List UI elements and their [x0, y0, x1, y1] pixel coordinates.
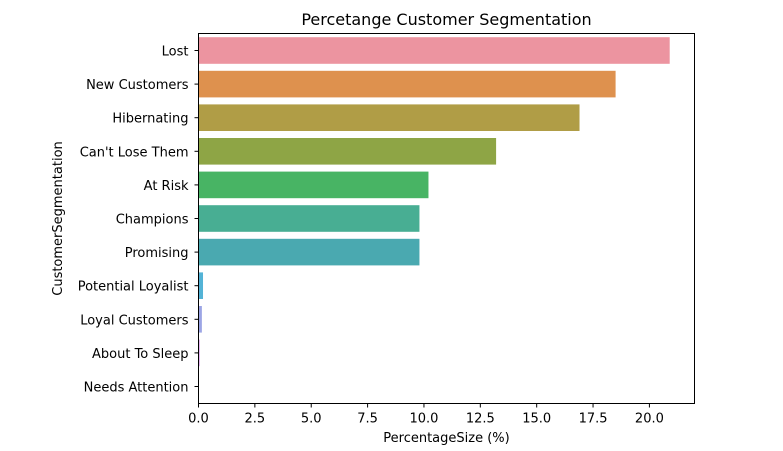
y-tick-label-loyal-customers: Loyal Customers [80, 313, 189, 328]
y-tick-label-needs-attention: Needs Attention [84, 381, 189, 396]
x-tick-label: 15.0 [522, 412, 551, 427]
y-tick-label-about-to-sleep: About To Sleep [92, 347, 189, 362]
y-tick-label-at-risk: At Risk [144, 179, 189, 194]
plot-frame [198, 33, 695, 404]
chart-title: Percetange Customer Segmentation [301, 10, 591, 29]
x-axis-label: PercentageSize (%) [383, 431, 509, 446]
x-tick-label: 0.0 [188, 412, 209, 427]
y-tick-label-new-customers: New Customers [86, 78, 189, 93]
x-tick-label: 20.0 [635, 412, 664, 427]
x-tick-label: 5.0 [301, 412, 322, 427]
bar-hibernating [198, 104, 580, 131]
bar-loyal-customers [198, 306, 202, 333]
y-tick-label-promising: Promising [125, 246, 189, 261]
x-tick-label: 12.5 [466, 412, 495, 427]
bar-champions [198, 205, 420, 232]
bar-about-to-sleep [198, 339, 200, 367]
bar-can-t-lose-them [198, 138, 497, 165]
bar-at-risk [198, 171, 429, 199]
bar-lost [198, 37, 670, 64]
y-tick-label-can-t-lose-them: Can't Lose Them [80, 145, 189, 160]
bar-potential-loyalist [198, 272, 204, 299]
y-tick-label-potential-loyalist: Potential Loyalist [78, 280, 189, 295]
x-axis-ticks: 0.0 2.5 5.0 7.5 10.0 12.5 15.0 17.5 20.0 [188, 403, 664, 427]
y-axis-ticks: Lost New Customers Hibernating Can't Lose T… [78, 45, 199, 396]
bar-promising [198, 238, 420, 266]
y-tick-label-lost: Lost [162, 45, 189, 60]
y-tick-label-champions: Champions [116, 213, 189, 228]
x-tick-label: 10.0 [409, 412, 438, 427]
x-tick-label: 2.5 [245, 412, 266, 427]
bars-group [198, 37, 670, 400]
y-axis-label: CustomerSegmentation [51, 141, 66, 296]
x-tick-label: 7.5 [357, 412, 378, 427]
bar-new-customers [198, 70, 616, 98]
y-tick-label-hibernating: Hibernating [112, 112, 188, 127]
x-tick-label: 17.5 [579, 412, 608, 427]
